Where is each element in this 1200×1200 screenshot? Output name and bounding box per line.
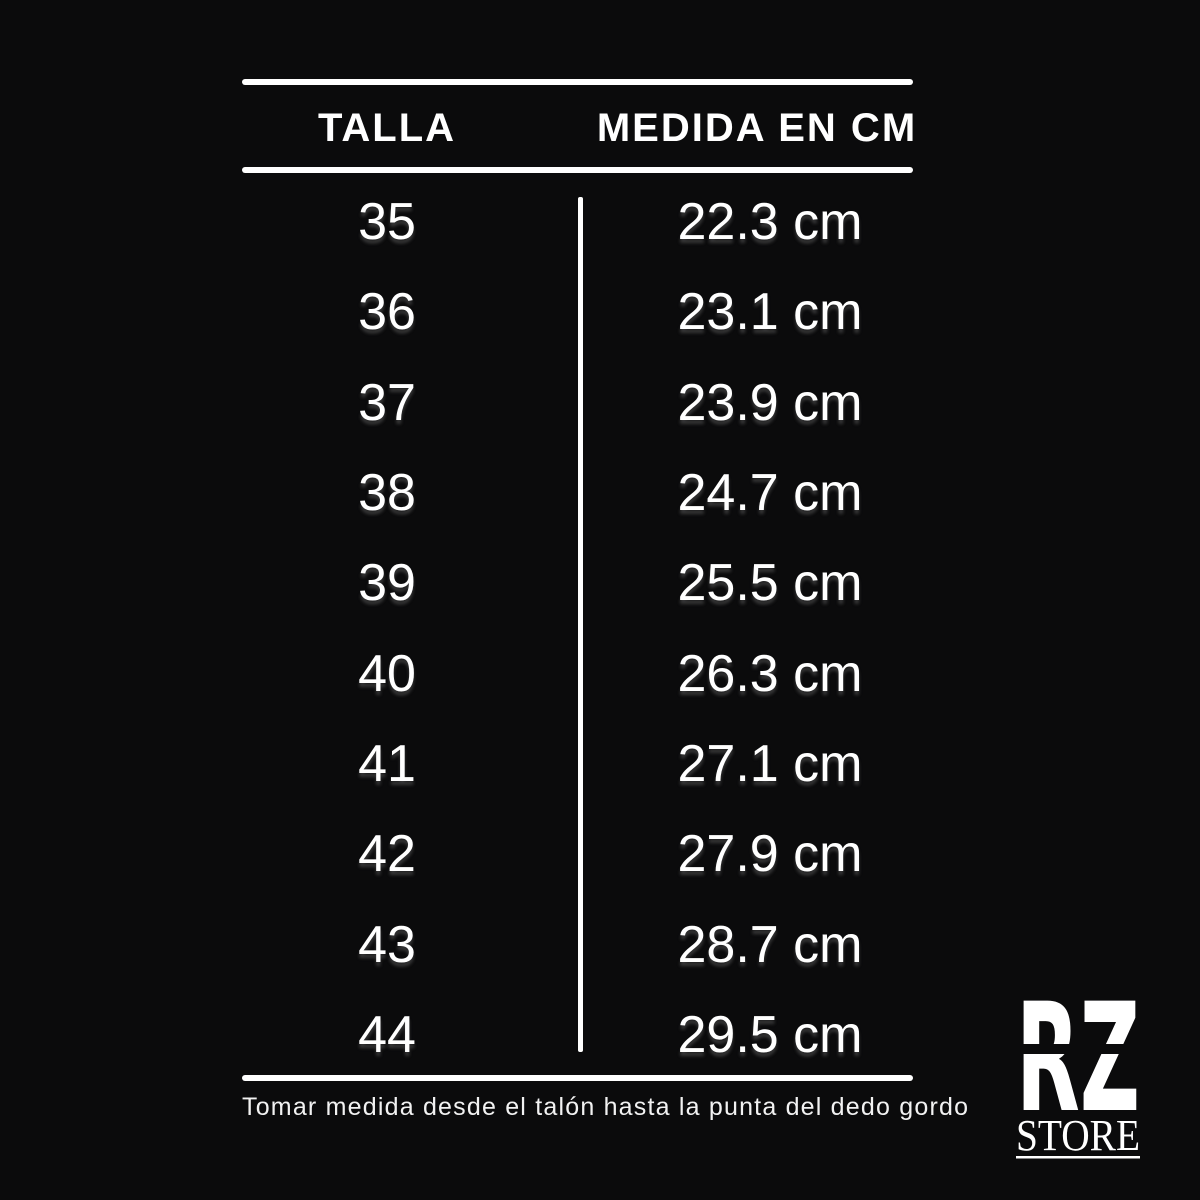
table-row: 43 28.7 cm	[0, 899, 1200, 989]
bottom-rule	[242, 1075, 913, 1081]
column-divider-line	[578, 197, 583, 1052]
table-row: 36 23.1 cm	[0, 267, 1200, 357]
measure-value: 29.5 cm	[677, 1005, 863, 1064]
size-table-body: 35 22.3 cm 36 23.1 cm 37 23.9 cm 38 24.7…	[0, 177, 1200, 1080]
logo-mark-top-band: RZ	[1016, 1000, 1140, 1146]
measure-value: 26.3 cm	[677, 644, 863, 703]
size-value: 43	[358, 915, 416, 974]
table-row: 42 27.9 cm	[0, 809, 1200, 899]
header-divider-rule	[242, 167, 913, 173]
logo-mark-bottom-band: RZ	[1016, 1000, 1140, 1146]
table-row: 41 27.1 cm	[0, 719, 1200, 809]
measure-value: 27.1 cm	[677, 734, 863, 793]
top-rule	[242, 79, 913, 85]
measure-value: 23.1 cm	[677, 283, 863, 342]
table-row: 40 26.3 cm	[0, 628, 1200, 718]
table-row: 35 22.3 cm	[0, 177, 1200, 267]
rz-store-logo: RZ RZ STORE	[1016, 1000, 1140, 1160]
size-value: 42	[358, 825, 416, 884]
logo-underline	[1016, 1156, 1140, 1159]
measure-value: 25.5 cm	[677, 554, 863, 613]
table-row: 38 24.7 cm	[0, 448, 1200, 538]
measure-value: 22.3 cm	[677, 193, 863, 252]
size-value: 41	[358, 734, 416, 793]
size-value: 35	[358, 193, 416, 252]
table-row: 44 29.5 cm	[0, 990, 1200, 1080]
column-header-talla: TALLA	[317, 106, 457, 150]
size-value: 36	[358, 283, 416, 342]
logo-store-text: STORE	[1016, 1111, 1140, 1160]
table-row: 37 23.9 cm	[0, 358, 1200, 448]
size-value: 40	[358, 644, 416, 703]
measure-value: 24.7 cm	[677, 464, 863, 523]
size-value: 38	[358, 464, 416, 523]
column-header-medida: MEDIDA EN CM	[596, 106, 918, 150]
size-value: 44	[358, 1005, 416, 1064]
measurement-instruction: Tomar medida desde el talón hasta la pun…	[242, 1093, 970, 1121]
measure-value: 23.9 cm	[677, 373, 863, 432]
size-value: 37	[358, 373, 416, 432]
measure-value: 27.9 cm	[677, 825, 863, 884]
table-row: 39 25.5 cm	[0, 538, 1200, 628]
measure-value: 28.7 cm	[677, 915, 863, 974]
size-value: 39	[358, 554, 416, 613]
